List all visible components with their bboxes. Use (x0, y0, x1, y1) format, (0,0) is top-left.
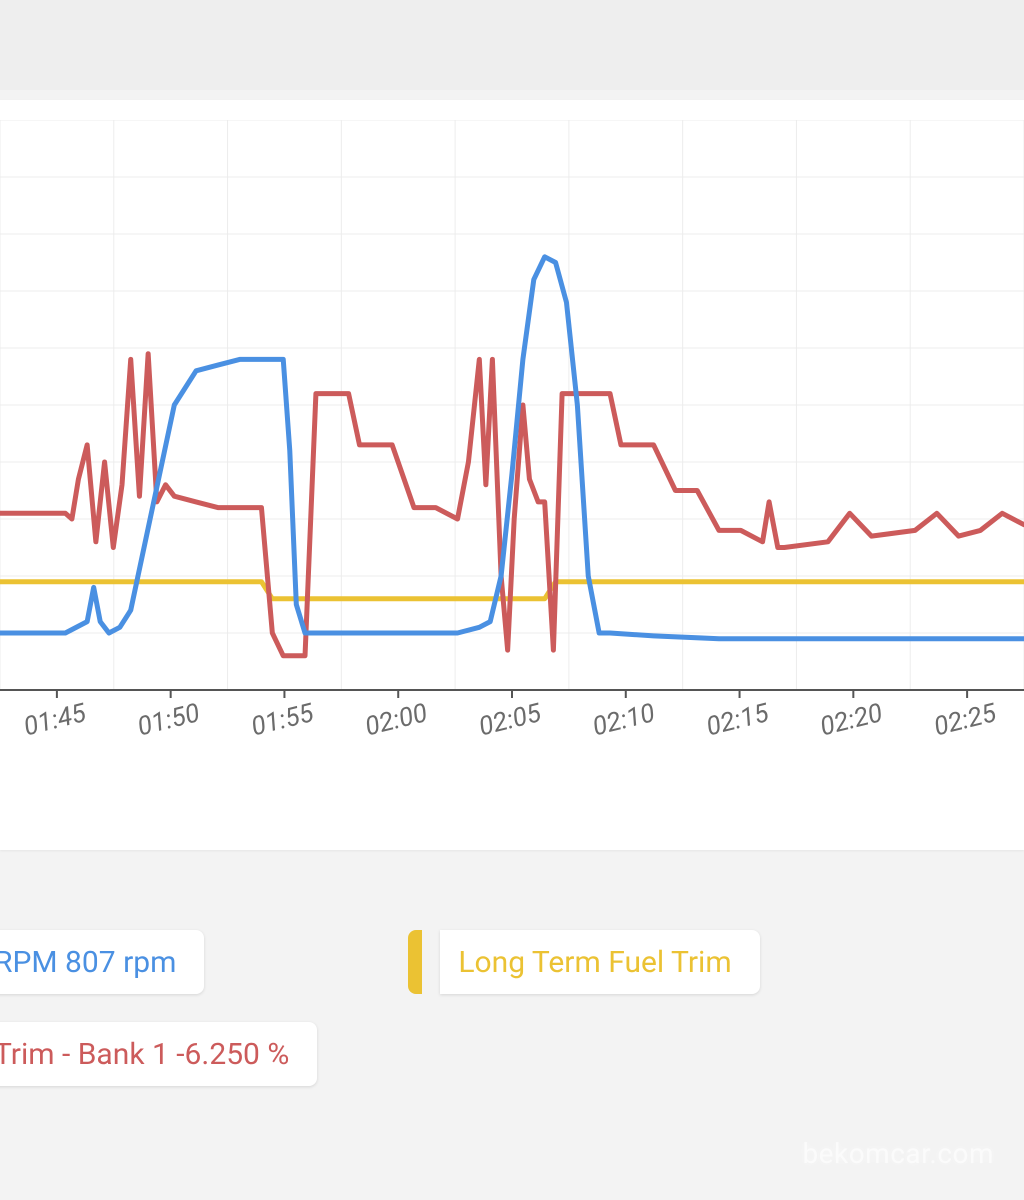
chart-plot-area: 01:45 01:50 01:55 02:00 02:05 02:10 02:15 02:20… (0, 120, 1024, 760)
svg-text:02:00: 02:00 (362, 698, 430, 742)
svg-text:02:05: 02:05 (476, 698, 545, 743)
svg-text:01:45: 01:45 (21, 698, 90, 743)
legend-label-ltft: Long Term Fuel Trim (458, 945, 731, 980)
legend-color-ltft (408, 930, 422, 994)
legend-item-stft[interactable]: Trim - Bank 1 -6.250 % (0, 1022, 317, 1086)
watermark-text: bekomcar.com (802, 1137, 994, 1170)
legend-label-rpm: RPM 807 rpm (0, 945, 176, 980)
svg-text:01:50: 01:50 (135, 698, 203, 742)
svg-text:01:55: 01:55 (248, 698, 317, 743)
page-root: 01:45 01:50 01:55 02:00 02:05 02:10 02:15 02:20… (0, 0, 1024, 1200)
legend-item-rpm[interactable]: RPM 807 rpm (0, 930, 204, 994)
chart-card: 01:45 01:50 01:55 02:00 02:05 02:10 02:15 02:20… (0, 100, 1024, 850)
legend-area: RPM 807 rpm Long Term Fuel Trim Trim - B… (0, 930, 1024, 1086)
svg-text:02:15: 02:15 (703, 698, 772, 743)
top-bar (0, 0, 1024, 90)
line-chart[interactable]: 01:45 01:50 01:55 02:00 02:05 02:10 02:15 02:20… (0, 120, 1024, 760)
legend-item-ltft[interactable]: Long Term Fuel Trim (440, 930, 759, 994)
svg-text:02:25: 02:25 (931, 698, 1000, 743)
svg-text:02:10: 02:10 (590, 698, 658, 742)
svg-text:02:20: 02:20 (817, 698, 885, 742)
legend-label-stft: Trim - Bank 1 -6.250 % (0, 1037, 289, 1072)
